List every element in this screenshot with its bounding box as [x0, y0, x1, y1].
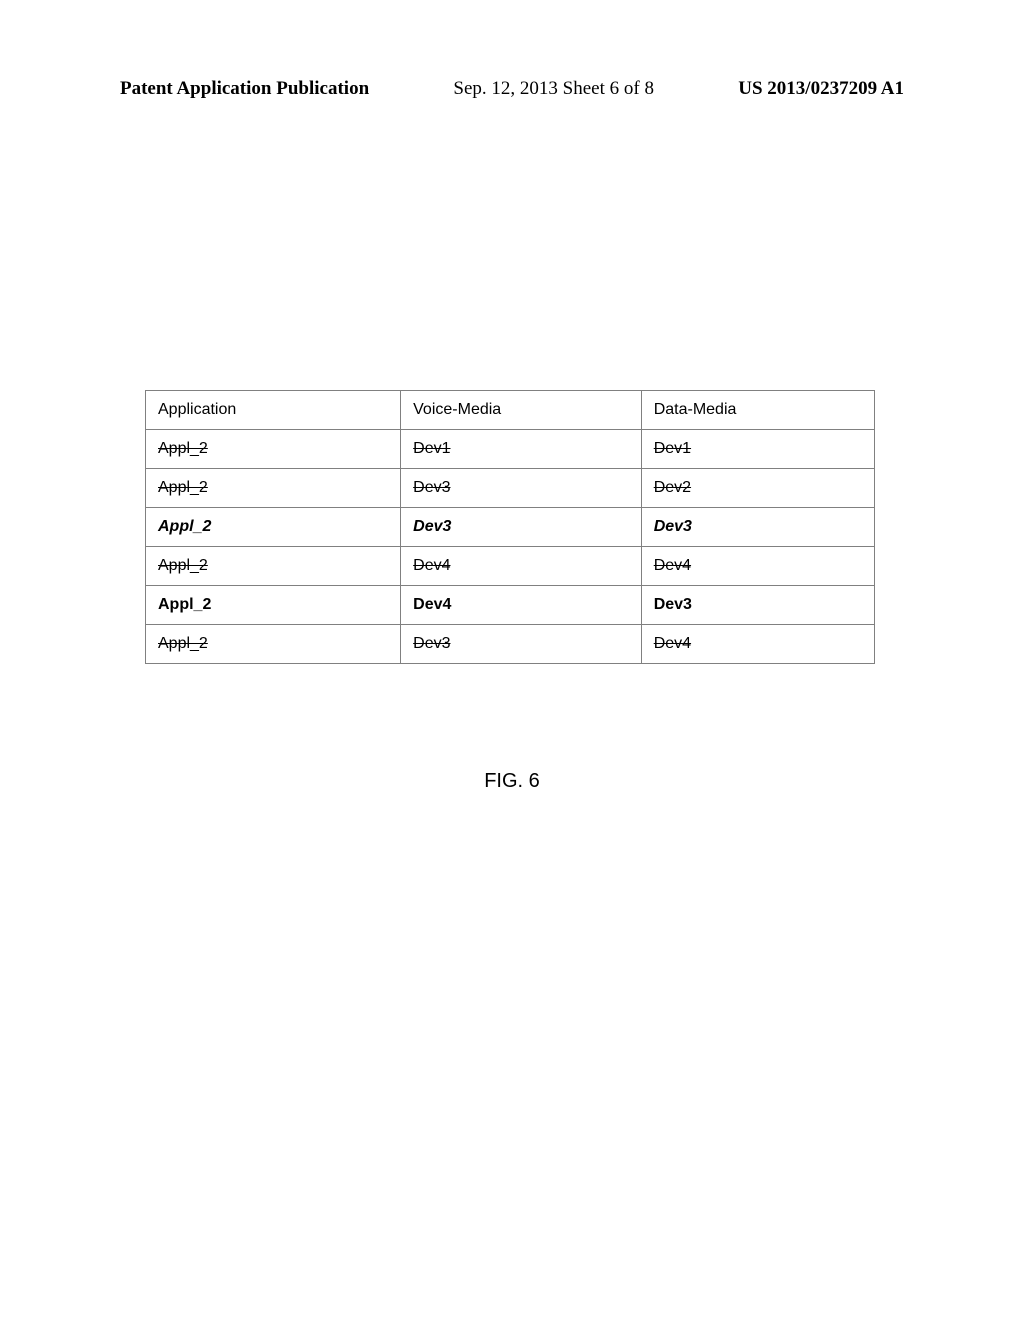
header-right: US 2013/0237209 A1	[738, 78, 904, 100]
col-voice-media: Voice-Media	[401, 391, 642, 430]
figure-label: FIG. 6	[0, 770, 1024, 793]
cell-voice: Dev3	[401, 625, 642, 664]
table-header-row: Application Voice-Media Data-Media	[146, 391, 875, 430]
cell-application: Appl_2	[146, 547, 401, 586]
table-row: Appl_2 Dev4 Dev4	[146, 547, 875, 586]
cell-voice: Dev1	[401, 430, 642, 469]
media-table: Application Voice-Media Data-Media Appl_…	[145, 390, 875, 664]
cell-voice: Dev3	[401, 508, 642, 547]
page-header: Patent Application Publication Sep. 12, …	[120, 78, 904, 100]
cell-data: Dev1	[641, 430, 874, 469]
table-row: Appl_2 Dev3 Dev3	[146, 508, 875, 547]
cell-data: Dev3	[641, 508, 874, 547]
cell-application: Appl_2	[146, 430, 401, 469]
cell-application: Appl_2	[146, 625, 401, 664]
cell-application: Appl_2	[146, 586, 401, 625]
cell-voice: Dev4	[401, 586, 642, 625]
cell-data: Dev4	[641, 625, 874, 664]
header-center: Sep. 12, 2013 Sheet 6 of 8	[453, 78, 654, 100]
table-row: Appl_2 Dev3 Dev4	[146, 625, 875, 664]
col-data-media: Data-Media	[641, 391, 874, 430]
table-row: Appl_2 Dev4 Dev3	[146, 586, 875, 625]
cell-data: Dev2	[641, 469, 874, 508]
cell-voice: Dev4	[401, 547, 642, 586]
table-row: Appl_2 Dev1 Dev1	[146, 430, 875, 469]
table-row: Appl_2 Dev3 Dev2	[146, 469, 875, 508]
cell-data: Dev4	[641, 547, 874, 586]
col-application: Application	[146, 391, 401, 430]
figure-table-container: Application Voice-Media Data-Media Appl_…	[145, 390, 875, 664]
cell-application: Appl_2	[146, 508, 401, 547]
header-left: Patent Application Publication	[120, 78, 369, 100]
cell-data: Dev3	[641, 586, 874, 625]
cell-voice: Dev3	[401, 469, 642, 508]
cell-application: Appl_2	[146, 469, 401, 508]
